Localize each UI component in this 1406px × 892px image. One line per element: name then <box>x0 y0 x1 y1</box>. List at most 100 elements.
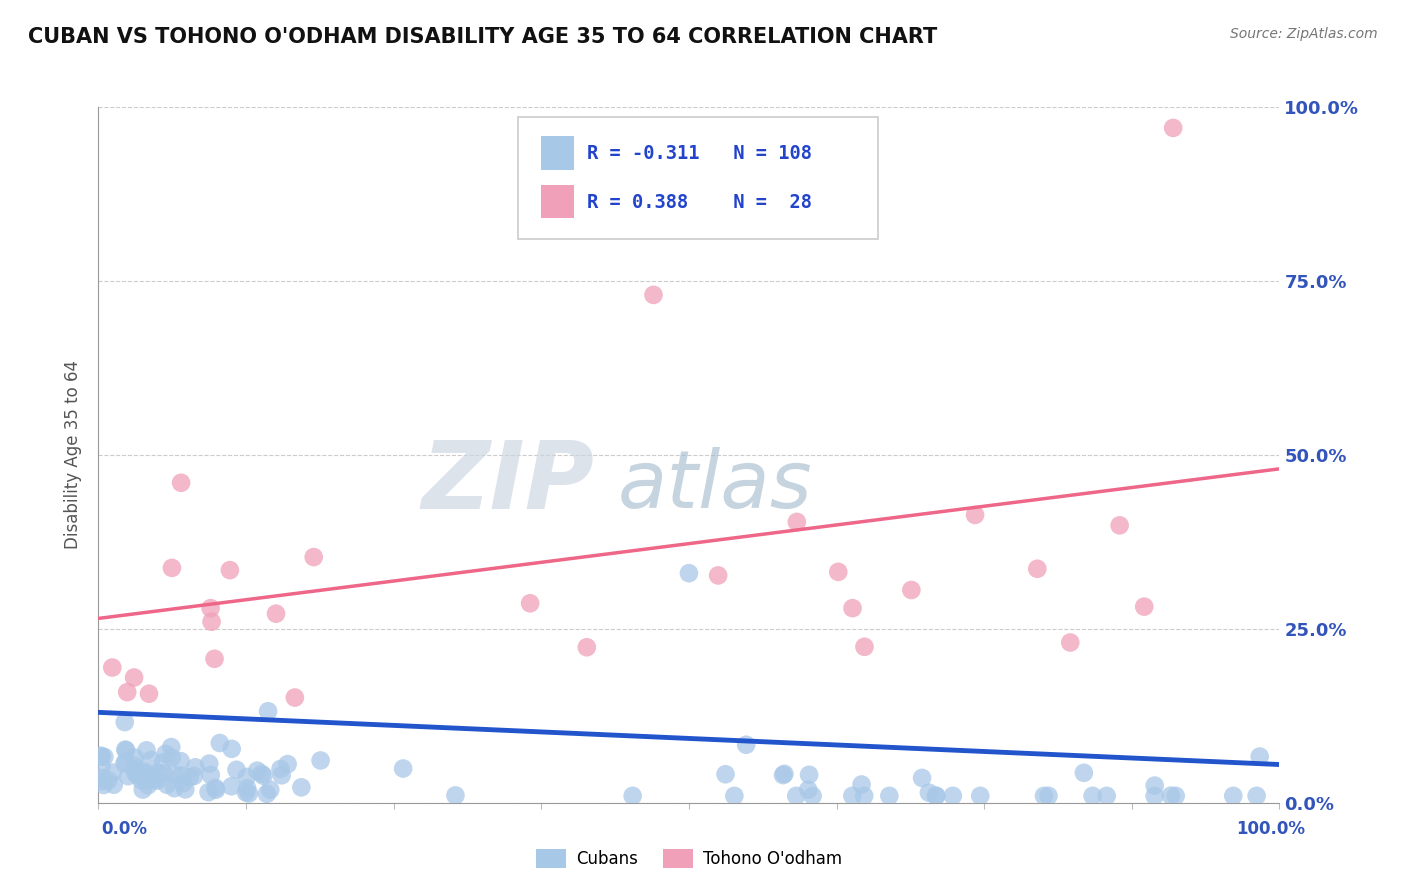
Point <box>1095 789 1118 803</box>
Point <box>270 762 292 776</box>
Point <box>152 756 174 770</box>
Point <box>257 704 280 718</box>
Point <box>93 750 115 764</box>
Point <box>132 782 155 797</box>
Point <box>841 601 863 615</box>
Point <box>942 789 965 803</box>
Point <box>643 288 665 302</box>
Point <box>221 779 243 793</box>
Point <box>827 565 849 579</box>
Text: ZIP: ZIP <box>422 437 595 529</box>
Point <box>131 773 153 788</box>
Text: Source: ZipAtlas.com: Source: ZipAtlas.com <box>1230 27 1378 41</box>
Point <box>115 743 138 757</box>
Point <box>256 787 278 801</box>
Point <box>204 652 226 666</box>
Point <box>134 766 156 780</box>
Point <box>918 786 941 800</box>
Point <box>90 759 112 773</box>
Point <box>621 789 644 803</box>
Text: 100.0%: 100.0% <box>1236 820 1305 838</box>
Point <box>879 789 901 803</box>
Legend: Cubans, Tohono O'odham: Cubans, Tohono O'odham <box>529 842 849 874</box>
Point <box>139 753 162 767</box>
Point <box>205 782 228 797</box>
FancyBboxPatch shape <box>517 118 877 239</box>
Point <box>124 763 146 777</box>
Point <box>1033 789 1056 803</box>
Point <box>773 767 796 781</box>
Point <box>134 764 156 779</box>
Point <box>122 671 145 685</box>
Point <box>1108 518 1130 533</box>
Point <box>735 738 758 752</box>
Point <box>963 508 986 522</box>
Point <box>1222 789 1244 803</box>
Point <box>797 768 820 782</box>
Point <box>135 743 157 757</box>
Point <box>155 747 177 761</box>
Point <box>1133 599 1156 614</box>
Point <box>219 563 242 577</box>
Point <box>270 768 292 782</box>
Point <box>519 596 541 610</box>
Point <box>772 768 794 782</box>
Point <box>142 773 165 788</box>
Point <box>90 749 112 764</box>
Point <box>290 780 312 795</box>
Point <box>117 769 139 783</box>
Point <box>170 768 193 782</box>
Point <box>284 690 307 705</box>
Point <box>184 760 207 774</box>
Point <box>1249 749 1271 764</box>
Point <box>138 687 160 701</box>
Point <box>197 785 219 799</box>
Point <box>444 789 467 803</box>
Text: 0.0%: 0.0% <box>101 820 148 838</box>
Point <box>841 789 863 803</box>
Point <box>911 771 934 785</box>
Point <box>101 765 124 780</box>
Point <box>723 789 745 803</box>
Bar <box>541 136 575 169</box>
Point <box>235 785 257 799</box>
Point <box>124 765 146 780</box>
Point <box>160 740 183 755</box>
Point <box>114 755 136 769</box>
Point <box>1164 789 1187 803</box>
Bar <box>541 185 575 219</box>
Point <box>124 750 146 764</box>
Point <box>146 765 169 780</box>
Point <box>236 770 259 784</box>
Point <box>170 754 193 768</box>
Point <box>1246 789 1268 803</box>
Point <box>132 772 155 786</box>
Point <box>1059 635 1081 649</box>
Point <box>174 782 197 797</box>
Point <box>575 640 598 655</box>
Point <box>152 766 174 780</box>
Point <box>183 769 205 783</box>
Point <box>156 778 179 792</box>
Point <box>114 715 136 730</box>
Point <box>309 754 332 768</box>
Point <box>141 769 163 783</box>
Point <box>302 550 325 565</box>
Point <box>146 773 169 788</box>
Point <box>1073 765 1095 780</box>
Point <box>252 769 274 783</box>
Text: R = 0.388    N =  28: R = 0.388 N = 28 <box>588 193 813 211</box>
Point <box>264 607 287 621</box>
Point <box>797 782 820 797</box>
Point <box>1026 562 1049 576</box>
Text: CUBAN VS TOHONO O'ODHAM DISABILITY AGE 35 TO 64 CORRELATION CHART: CUBAN VS TOHONO O'ODHAM DISABILITY AGE 3… <box>28 27 938 46</box>
Point <box>1081 789 1104 803</box>
Point <box>163 781 186 796</box>
Point <box>198 756 221 771</box>
Point <box>786 515 808 529</box>
Point <box>170 475 193 490</box>
Point <box>238 787 260 801</box>
Point <box>925 789 948 803</box>
Point <box>136 778 159 792</box>
Point <box>221 741 243 756</box>
